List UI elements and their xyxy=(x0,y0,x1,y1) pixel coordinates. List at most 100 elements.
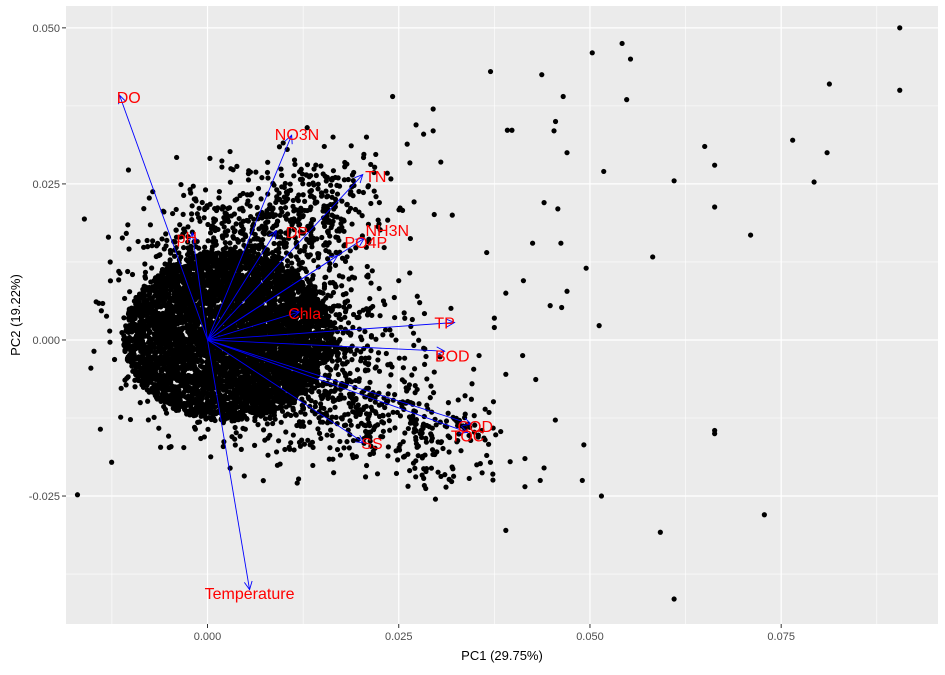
cloud-point xyxy=(416,338,421,343)
cloud-point xyxy=(393,337,398,342)
cloud-point xyxy=(233,442,238,447)
cloud-point xyxy=(147,288,152,293)
cloud-point xyxy=(159,236,164,241)
cloud-point xyxy=(161,354,166,359)
cloud-point xyxy=(367,296,372,301)
cloud-point xyxy=(397,356,402,361)
cloud-point xyxy=(368,348,373,353)
cloud-point xyxy=(162,303,167,308)
cloud-point xyxy=(183,403,188,408)
cloud-point xyxy=(422,362,427,367)
cloud-point xyxy=(167,445,172,450)
cloud-point xyxy=(295,480,300,485)
cloud-point xyxy=(200,410,205,415)
cloud-point xyxy=(150,365,155,370)
cloud-point xyxy=(415,294,420,299)
cloud-point xyxy=(199,396,204,401)
cloud-point xyxy=(130,369,135,374)
cloud-point xyxy=(417,300,422,305)
cloud-point xyxy=(206,349,211,354)
cloud-point xyxy=(170,285,175,290)
cloud-point xyxy=(392,315,397,320)
cloud-point xyxy=(126,246,131,251)
cloud-point xyxy=(145,399,150,404)
cloud-point xyxy=(152,415,157,420)
cloud-point xyxy=(143,306,148,311)
cloud-point xyxy=(99,308,104,313)
cloud-point xyxy=(152,332,157,337)
cloud-point xyxy=(362,329,367,334)
cloud-point xyxy=(126,167,131,172)
cloud-point xyxy=(154,337,159,342)
cloud-point xyxy=(349,287,354,292)
cloud-point xyxy=(170,365,175,370)
cloud-point xyxy=(154,327,159,332)
cloud-point xyxy=(143,344,148,349)
cloud-point xyxy=(177,397,182,402)
cloud-point xyxy=(355,315,360,320)
cloud-point xyxy=(136,339,141,344)
cloud-point xyxy=(184,339,189,344)
cloud-point xyxy=(348,266,353,271)
cloud-point xyxy=(189,411,194,416)
cloud-point xyxy=(301,359,306,364)
cloud-point xyxy=(265,453,270,458)
cloud-point xyxy=(157,342,162,347)
cloud-point xyxy=(175,263,180,268)
cloud-point xyxy=(132,384,137,389)
cloud-point xyxy=(278,298,283,303)
cloud-point xyxy=(142,351,147,356)
cloud-point xyxy=(125,269,130,274)
cloud-point xyxy=(369,334,374,339)
cloud-point xyxy=(261,478,266,483)
cloud-point xyxy=(166,334,171,339)
cloud-point xyxy=(186,373,191,378)
cloud-point xyxy=(156,378,161,383)
cloud-point xyxy=(132,378,137,383)
cloud-point xyxy=(122,378,127,383)
cloud-point xyxy=(222,393,227,398)
cloud-point xyxy=(243,266,248,271)
cloud-point xyxy=(207,415,212,420)
cloud-point xyxy=(174,349,179,354)
cloud-point xyxy=(469,381,474,386)
cloud-point xyxy=(318,361,323,366)
cloud-point xyxy=(135,304,140,309)
cloud-point xyxy=(368,280,373,285)
cloud-point xyxy=(323,296,328,301)
cloud-point xyxy=(310,276,315,281)
cloud-point xyxy=(165,295,170,300)
cloud-point xyxy=(231,284,236,289)
cloud-point xyxy=(233,425,238,430)
cloud-point xyxy=(287,370,292,375)
cloud-point xyxy=(140,295,145,300)
cloud-point xyxy=(177,393,182,398)
cloud-point xyxy=(181,445,186,450)
cloud-point xyxy=(197,377,202,382)
cloud-point xyxy=(384,351,389,356)
cloud-point xyxy=(358,349,363,354)
cloud-point xyxy=(271,241,276,246)
cloud-point xyxy=(409,372,414,377)
cloud-point xyxy=(208,454,213,459)
cloud-point xyxy=(140,313,145,318)
cloud-point xyxy=(228,180,233,185)
cloud-point xyxy=(146,417,151,422)
cloud-point xyxy=(220,378,225,383)
cloud-point xyxy=(351,312,356,317)
cloud-point xyxy=(147,330,152,335)
cloud-point xyxy=(411,331,416,336)
cloud-point xyxy=(355,367,360,372)
cloud-point xyxy=(211,410,216,415)
cloud-point xyxy=(339,283,344,288)
cloud-point xyxy=(120,235,125,240)
cloud-point xyxy=(112,357,117,362)
cloud-point xyxy=(278,166,283,171)
cloud-point xyxy=(365,312,370,317)
cloud-point xyxy=(331,290,336,295)
cloud-point xyxy=(148,279,153,284)
cloud-point xyxy=(152,350,157,355)
cloud-point xyxy=(261,292,266,297)
cloud-point xyxy=(408,324,413,329)
